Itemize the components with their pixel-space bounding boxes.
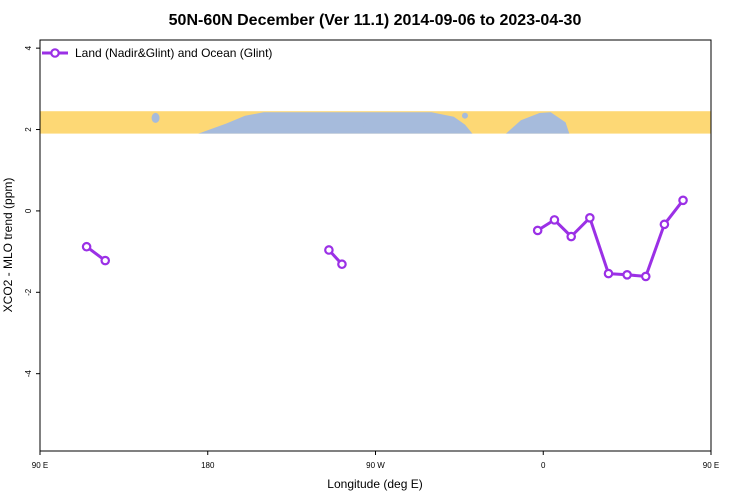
x-tick-label: 180 <box>201 461 215 470</box>
data-point-1-2 <box>100 255 111 266</box>
y-axis-title: XCO2 - MLO trend (ppm) <box>1 178 15 313</box>
legend-label: Land (Nadir&Glint) and Ocean (Glint) <box>75 46 272 60</box>
data-point-3-8 <box>659 219 670 230</box>
data-point-2-2 <box>337 259 347 270</box>
y-tick-label: 4 <box>24 45 33 50</box>
data-point-1-1 <box>81 241 92 252</box>
x-tick-label: 90 W <box>366 461 385 470</box>
map-feature-1 <box>151 112 160 123</box>
series-line-segment-3 <box>536 199 685 278</box>
plot-frame <box>39 39 712 452</box>
data-point-3-1 <box>532 225 543 236</box>
map-feature-3 <box>461 112 468 119</box>
y-axis: -4 -2 0 2 4 <box>24 45 40 377</box>
map-ocean-2 <box>506 112 570 134</box>
x-tick-label: 90 E <box>703 461 719 470</box>
map-ocean-1 <box>198 112 473 134</box>
data-point-3-4 <box>585 213 595 223</box>
x-axis-title: Longitude (deg E) <box>327 477 422 491</box>
legend-marker <box>50 48 60 58</box>
y-tick-label: 2 <box>24 127 33 132</box>
data-point-3-7 <box>640 271 651 282</box>
x-tick-label: 0 <box>541 461 546 470</box>
data-point-3-6 <box>622 269 632 280</box>
data-point-3-2 <box>549 215 560 225</box>
data-point-2-1 <box>324 245 334 255</box>
y-tick-label: 0 <box>24 208 33 213</box>
x-axis: 90 E 180 90 W 0 90 E <box>32 451 719 470</box>
data-point-3-3 <box>566 231 577 242</box>
series-layer <box>81 195 688 282</box>
map-feature-2 <box>355 119 366 128</box>
y-tick-label: -4 <box>24 370 33 378</box>
map-feature-5 <box>619 118 628 125</box>
y-tick-label: -2 <box>24 288 33 296</box>
data-point-3-9 <box>678 195 688 206</box>
chart-title: 50N-60N December (Ver 11.1) 2014-09-06 t… <box>169 12 582 29</box>
map-feature-4 <box>488 121 495 128</box>
data-point-3-5 <box>603 268 614 279</box>
legend: Land (Nadir&Glint) and Ocean (Glint) <box>42 46 272 60</box>
world-map-strip <box>40 111 711 134</box>
x-tick-label: 90 E <box>32 461 48 470</box>
